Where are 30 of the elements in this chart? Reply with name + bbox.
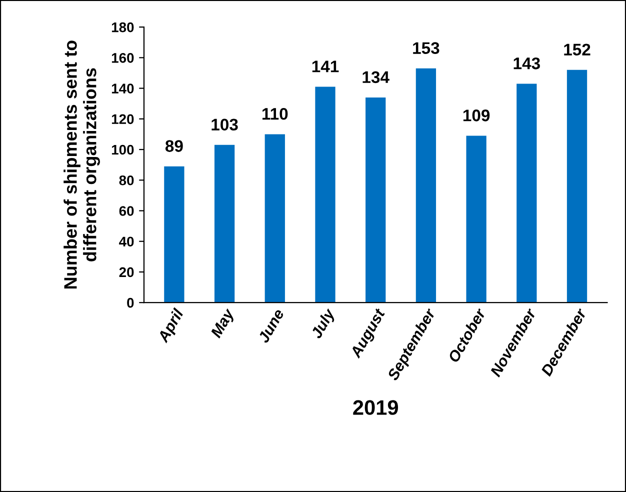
data-label: 143	[514, 57, 540, 70]
bar	[164, 166, 184, 303]
data-label: 103	[212, 118, 238, 131]
y-tick-label: 20	[119, 267, 134, 278]
bar	[416, 68, 436, 303]
y-axis-title: Number of shipments sent to different organizations	[64, 40, 100, 288]
y-tick-label: 120	[112, 114, 134, 124]
y-tick-label: 60	[119, 206, 134, 216]
data-label: 134	[362, 71, 390, 84]
bar	[566, 70, 588, 303]
data-label: 89	[165, 140, 183, 152]
data-label: 109	[463, 110, 490, 122]
y-tick-label: 180	[112, 22, 134, 32]
bar	[466, 136, 486, 303]
bar	[516, 84, 537, 303]
bar	[214, 144, 235, 303]
y-tick-label: 80	[119, 175, 134, 186]
data-label: 153	[413, 42, 440, 54]
y-tick-label: 0	[127, 298, 134, 308]
bar	[264, 134, 285, 303]
data-label: 141	[312, 60, 339, 72]
y-tick-label: 100	[112, 144, 134, 155]
x-axis-title: 2019	[353, 400, 398, 415]
bar	[366, 97, 386, 303]
bar	[315, 86, 336, 303]
y-tick-label: 40	[119, 236, 134, 247]
y-tick-label: 140	[112, 84, 134, 94]
data-label: 152	[564, 44, 590, 56]
y-tick-label: 160	[112, 53, 134, 63]
data-label: 110	[262, 108, 288, 120]
